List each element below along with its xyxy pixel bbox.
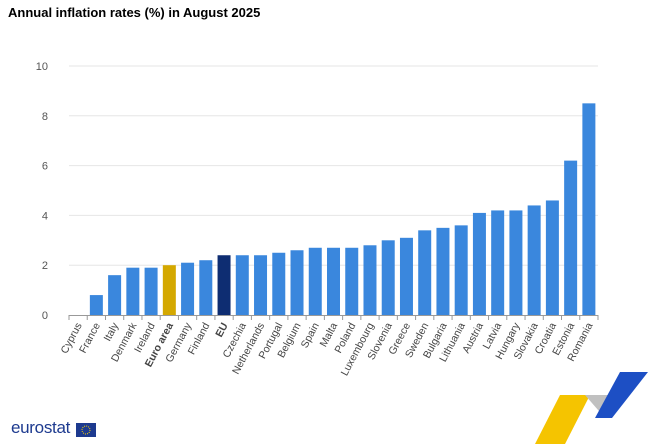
bar-malta [327, 247, 340, 315]
bar-latvia [491, 210, 505, 315]
bar-slovakia [527, 205, 541, 315]
bar-poland [345, 247, 359, 315]
bar-romania [582, 103, 596, 315]
bar-finland [199, 260, 213, 315]
bar-france [89, 295, 103, 315]
bar-luxembourg [363, 245, 377, 315]
bar-denmark [126, 267, 140, 315]
bar-bulgaria [436, 227, 450, 315]
bar-spain [308, 247, 322, 315]
bar-croatia [545, 200, 559, 315]
y-tick-label: 2 [42, 260, 48, 272]
bar-netherlands [254, 255, 268, 315]
bar-greece [399, 237, 413, 315]
bar-ireland [144, 267, 158, 315]
bar-slovenia [381, 240, 395, 315]
bar-eu [217, 255, 231, 315]
bar-italy [108, 275, 122, 315]
bar-hungary [509, 210, 523, 315]
y-tick-label: 4 [42, 210, 48, 222]
bar-estonia [564, 160, 578, 315]
bar-belgium [290, 250, 304, 315]
bar-lithuania [454, 225, 468, 315]
bar-portugal [272, 252, 286, 315]
chart-title: Annual inflation rates (%) in August 202… [8, 5, 261, 20]
bar-austria [472, 212, 486, 315]
bar-euro-area [162, 265, 176, 315]
logo-text: eurostat [11, 418, 71, 437]
bar-germany [181, 262, 195, 315]
y-tick-label: 0 [42, 310, 48, 322]
eurostat-logo: eurostat [11, 418, 97, 438]
y-tick-label: 6 [42, 161, 48, 173]
eu-flag-icon [76, 422, 97, 437]
y-tick-label: 8 [42, 111, 48, 123]
bar-sweden [418, 230, 432, 315]
y-tick-label: 10 [36, 61, 48, 73]
bar-czechia [235, 255, 249, 315]
